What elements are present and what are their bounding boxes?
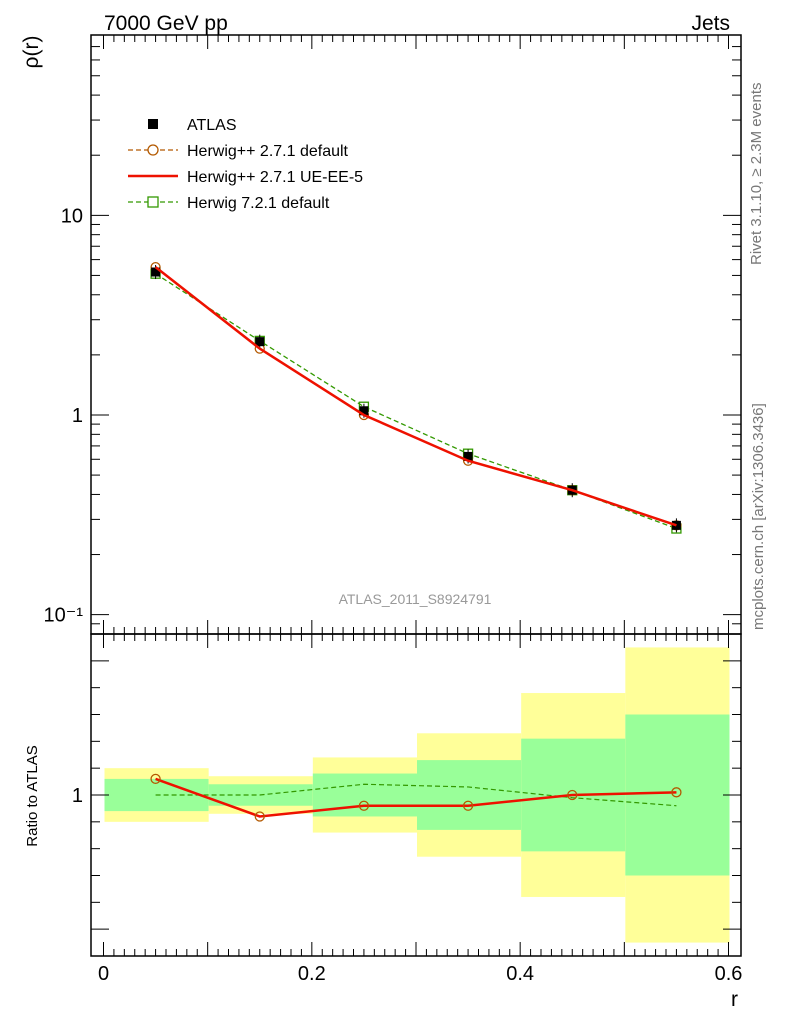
ratio-band-inner — [625, 714, 730, 876]
x-tick-label: 0.4 — [506, 963, 534, 985]
legend-marker-circle — [147, 144, 159, 156]
main-y-tick-label: 10⁻¹ — [44, 605, 84, 627]
atlas-data-point — [151, 267, 161, 277]
ratio-y-axis-label: Ratio to ATLAS — [24, 745, 41, 846]
analysis-watermark: ATLAS_2011_S8924791 — [339, 591, 492, 607]
x-tick-label: 0.2 — [298, 963, 326, 985]
x-tick-label: 0.6 — [715, 963, 743, 985]
legend-label: Herwig++ 2.7.1 UE-EE-5 — [187, 169, 363, 186]
ratio-band-inner — [417, 760, 522, 830]
ratio-plot-panel: 1 0 0.2 0.4 0.6 Ratio to ATLAS r — [24, 633, 743, 1011]
header-right: Jets — [691, 12, 730, 35]
legend-label: Herwig 7.2.1 default — [187, 195, 330, 212]
atlas-data-point — [255, 337, 265, 347]
ratio-line-herwig7-default — [155, 783, 677, 807]
main-plot-panel: 10⁻¹ 1 10 ρ(r) ATLAS_2011_S8924791 — [20, 34, 742, 635]
ratio-point-circle — [462, 800, 474, 811]
ratio-point-circle — [150, 773, 161, 785]
atlas-data-point — [463, 451, 473, 461]
ratio-line-herwigpp-ueee5 — [155, 777, 677, 818]
series-line-herwig-2-7-1-default — [155, 266, 677, 526]
ratio-point-circle — [671, 787, 682, 798]
ratio-point-circle — [254, 811, 265, 822]
legend-marker-atlas — [148, 119, 158, 129]
legend-marker-square — [147, 196, 159, 208]
ratio-y-tick-label: 1 — [72, 785, 83, 807]
atlas-data-point — [359, 406, 369, 416]
legend-label: Herwig++ 2.7.1 default — [187, 143, 349, 160]
x-axis-label: r — [731, 988, 738, 1011]
ratio-point-circle — [567, 789, 578, 801]
x-tick-label: 0 — [98, 963, 109, 985]
series-line-herwig-7-2-1-default — [155, 273, 677, 530]
source-label: mcplots.cern.ch [arXiv:1306.3436] — [750, 403, 767, 630]
legend: ATLAS Herwig++ 2.7.1 default Herwig++ 2.7.… — [128, 117, 363, 212]
legend-label: ATLAS — [187, 117, 237, 134]
rivet-version-label: Rivet 3.1.10, ≥ 2.3M events — [748, 83, 765, 266]
ratio-point-circle — [358, 800, 370, 811]
main-y-tick-label: 1 — [72, 405, 83, 427]
series-line-herwig-2-7-1-ue-ee-5 — [154, 266, 677, 527]
main-y-axis-label: ρ(r) — [20, 36, 43, 69]
header-left: 7000 GeV pp — [104, 12, 228, 35]
main-y-tick-label: 10 — [61, 205, 83, 227]
